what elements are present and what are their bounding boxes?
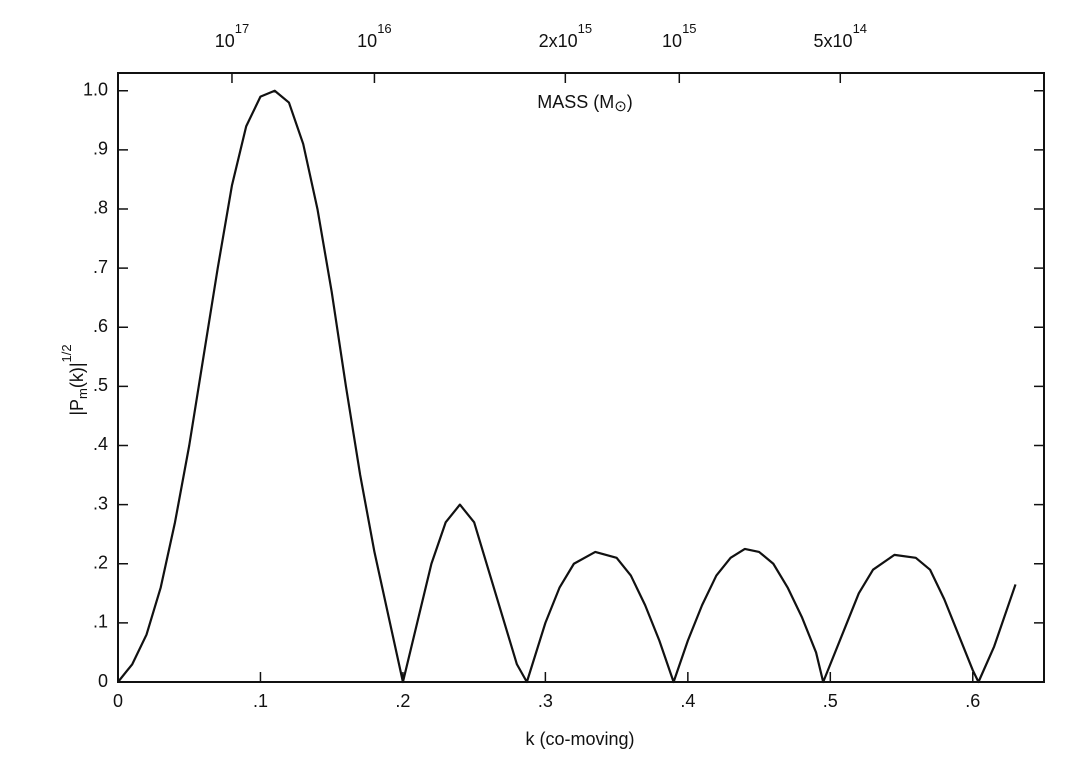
x-tick-label: .5 xyxy=(823,691,838,711)
y-tick-label: .6 xyxy=(93,316,108,336)
top-tick-label: 1017 xyxy=(215,21,250,50)
x-tick-label: .6 xyxy=(965,691,980,711)
y-tick-label: .7 xyxy=(93,257,108,277)
y-label-sub: m xyxy=(75,388,90,399)
y-label-main: |P xyxy=(67,399,87,416)
top-tick-base: 2x10 xyxy=(539,31,578,51)
top-tick-label: 1015 xyxy=(662,21,697,50)
top-axis-label: MASS (M⊙) xyxy=(537,92,633,115)
top-tick-exp: 14 xyxy=(853,21,867,36)
top-tick-base: 10 xyxy=(215,31,235,51)
top-tick-label: 2x1015 xyxy=(539,21,593,50)
x-tick-label: .1 xyxy=(253,691,268,711)
y-tick-label: .8 xyxy=(93,198,108,218)
top-label-sym: ⊙ xyxy=(614,98,627,115)
top-label-main: MASS (M xyxy=(537,92,614,112)
top-tick-base: 10 xyxy=(357,31,377,51)
top-label-end: ) xyxy=(627,92,633,112)
top-tick-exp: 15 xyxy=(578,21,592,36)
y-tick-label: .9 xyxy=(93,139,108,159)
top-tick-base: 10 xyxy=(662,31,682,51)
top-tick-label: 1016 xyxy=(357,21,392,50)
y-tick-label: .3 xyxy=(93,493,108,513)
y-tick-label: 1.0 xyxy=(83,79,108,99)
y-tick-label: .5 xyxy=(93,375,108,395)
y-axis-label: |Pm(k)|1/2 xyxy=(59,344,90,415)
y-tick-label: .1 xyxy=(93,612,108,632)
top-tick-exp: 15 xyxy=(682,21,696,36)
x-tick-label: .2 xyxy=(395,691,410,711)
x-tick-label: .4 xyxy=(680,691,695,711)
curve xyxy=(117,89,1017,684)
y-tick-label: 0 xyxy=(98,671,108,691)
top-tick-exp: 16 xyxy=(377,21,391,36)
x-axis-label: k (co-moving) xyxy=(525,729,634,749)
y-tick-label: .4 xyxy=(93,434,108,454)
top-tick-label: 5x1014 xyxy=(814,21,868,50)
top-tick-base: 5x10 xyxy=(814,31,853,51)
top-tick-exp: 17 xyxy=(235,21,249,36)
y-label-rest: (k)| xyxy=(67,362,87,388)
x-tick-label: .3 xyxy=(538,691,553,711)
x-tick-label: 0 xyxy=(113,691,123,711)
y-tick-label: .2 xyxy=(93,552,108,572)
plot-frame xyxy=(117,72,1045,683)
y-label-sup: 1/2 xyxy=(59,344,74,362)
